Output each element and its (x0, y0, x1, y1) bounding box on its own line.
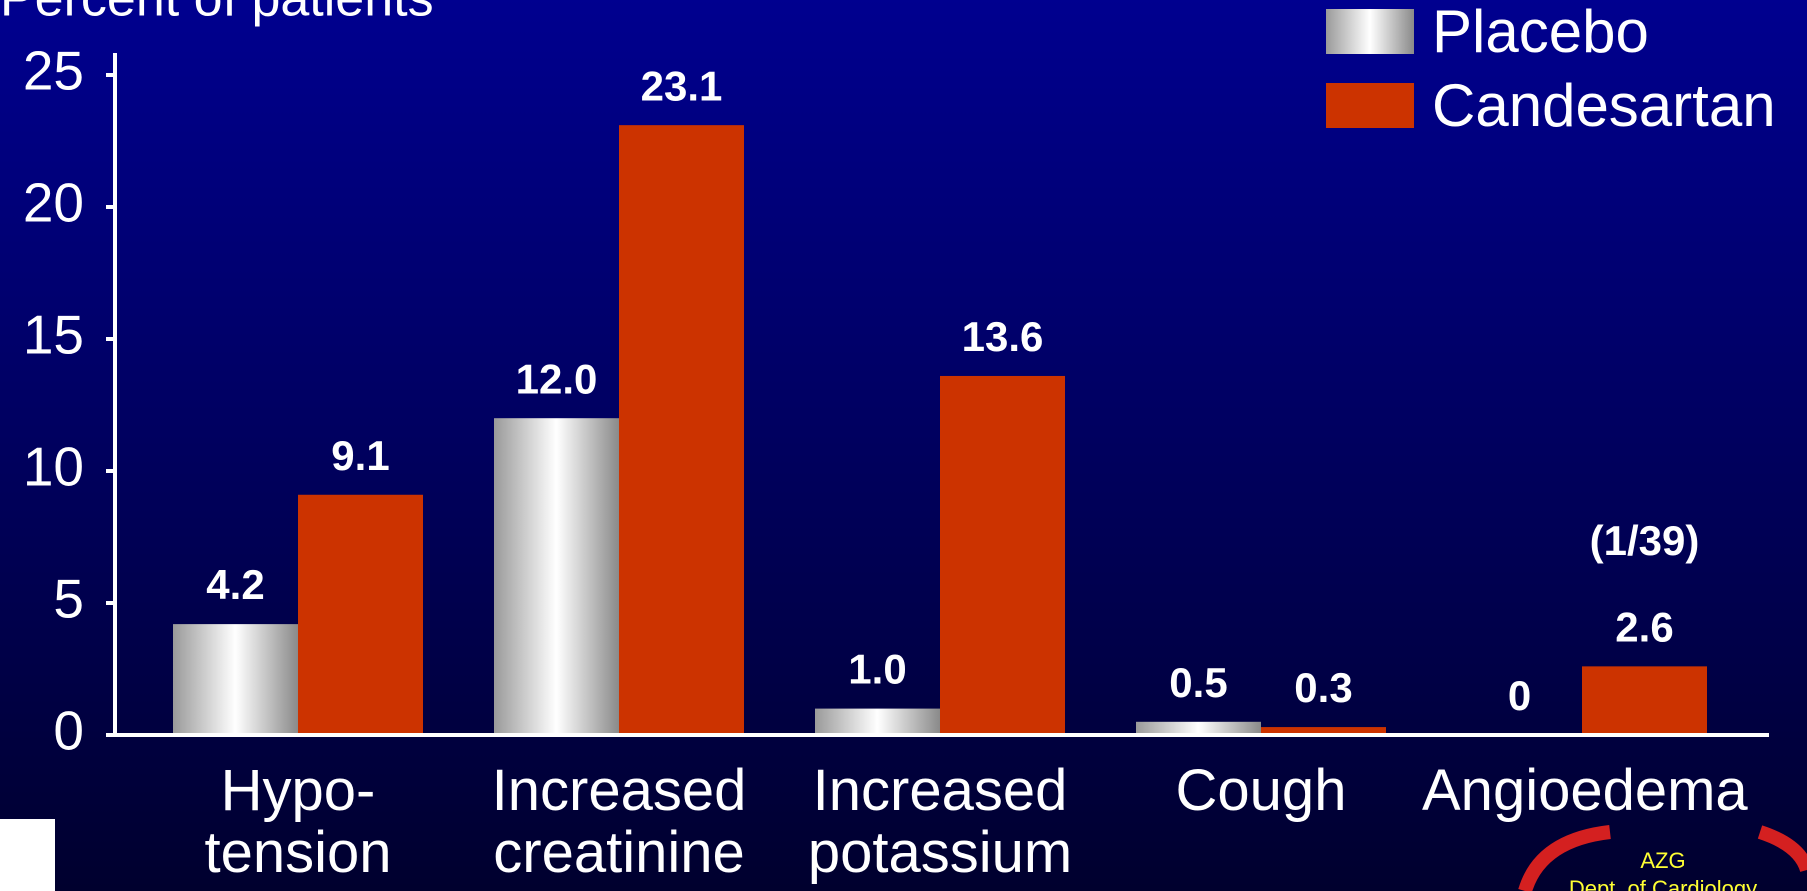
y-axis-title: Percent of patients (0, 0, 434, 28)
y-tick-label: 5 (53, 568, 84, 630)
corner-icon (0, 819, 55, 891)
annotation: (1/39) (1590, 517, 1700, 564)
legend-label: Candesartan (1432, 72, 1776, 139)
value-label: 0 (1508, 672, 1531, 719)
bar (1136, 721, 1261, 735)
legend-swatch (1326, 83, 1414, 128)
bar (815, 708, 940, 735)
legend-swatch (1326, 9, 1414, 54)
bar (619, 125, 744, 735)
x-tick-label: Increased creatinine (491, 758, 747, 885)
logo-title: AZG (1640, 848, 1685, 873)
x-tick-label: Cough (1175, 758, 1347, 823)
y-tick-label: 25 (23, 40, 84, 102)
bar (1261, 727, 1386, 735)
legend-label: Placebo (1432, 0, 1649, 65)
value-label: 1.0 (848, 646, 906, 693)
y-tick-label: 0 (53, 700, 84, 762)
value-label: 13.6 (962, 313, 1044, 360)
value-label: 9.1 (331, 432, 389, 479)
y-tick-label: 10 (23, 436, 84, 498)
logo-subtitle: Dept. of Cardiology (1569, 876, 1757, 891)
bar (494, 418, 619, 735)
value-label: 2.6 (1615, 603, 1673, 650)
logo-arc (1518, 825, 1807, 891)
bar (298, 494, 423, 735)
value-label: 23.1 (641, 62, 723, 109)
bar (1582, 666, 1707, 735)
bar (173, 624, 298, 735)
bar (940, 375, 1065, 735)
value-label: 0.5 (1169, 659, 1227, 706)
x-tick-label: Increased potassium (807, 758, 1073, 885)
y-tick-label: 15 (23, 304, 84, 366)
value-label: 4.2 (206, 561, 264, 608)
x-tick-label: Angioedema (1422, 758, 1748, 823)
x-tick-label: Hypo- tension (204, 758, 392, 885)
value-label: 0.3 (1294, 664, 1352, 711)
value-label: 12.0 (516, 355, 598, 402)
y-tick-label: 20 (23, 172, 84, 234)
